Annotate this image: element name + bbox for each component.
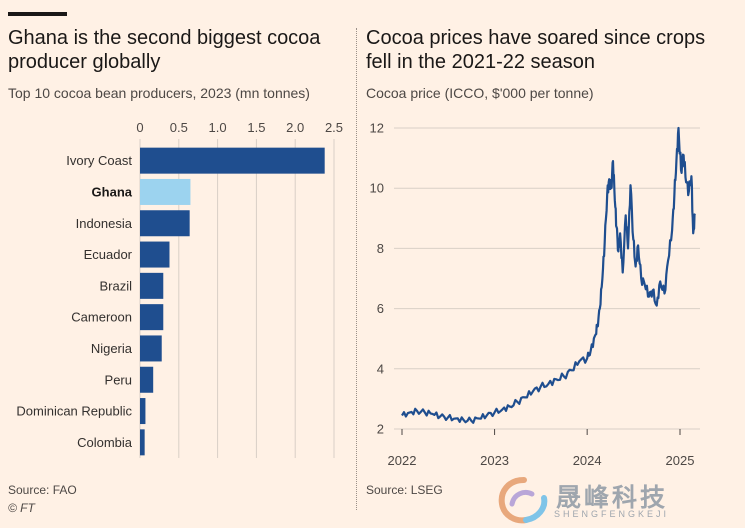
category-label: Indonesia bbox=[76, 216, 133, 231]
bar-ghana bbox=[140, 178, 191, 205]
category-label: Brazil bbox=[99, 278, 132, 293]
bar-colombia bbox=[140, 429, 145, 456]
price-subtitle: Cocoa price (ICCO, $'000 per tonne) bbox=[366, 85, 594, 101]
category-label: Ivory Coast bbox=[66, 153, 132, 168]
category-label: Ghana bbox=[92, 184, 133, 199]
category-label: Cameroon bbox=[71, 310, 132, 325]
x-tick-label: 0 bbox=[136, 120, 143, 135]
x-tick-label: 2022 bbox=[388, 453, 417, 468]
watermark-text: 晟峰科技 bbox=[556, 484, 669, 512]
category-label: Dominican Republic bbox=[16, 404, 132, 419]
price-panel: Cocoa prices have soared since crops fel… bbox=[360, 0, 745, 528]
y-tick-label: 12 bbox=[370, 121, 384, 136]
panel-divider bbox=[356, 28, 357, 510]
x-tick-label: 0.5 bbox=[170, 120, 188, 135]
producers-subtitle: Top 10 cocoa bean producers, 2023 (mn to… bbox=[8, 85, 310, 101]
category-label: Ecuador bbox=[84, 247, 133, 262]
x-tick-label: 2024 bbox=[573, 453, 602, 468]
bar-ecuador bbox=[140, 241, 170, 268]
y-tick-label: 4 bbox=[377, 361, 384, 376]
bar-brazil bbox=[140, 272, 164, 299]
x-tick-label: 2.5 bbox=[325, 120, 343, 135]
price-title: Cocoa prices have soared since crops fel… bbox=[366, 27, 706, 73]
bar-dominican-republic bbox=[140, 398, 146, 425]
bar-cameroon bbox=[140, 304, 164, 331]
bar-ivory-coast bbox=[140, 147, 325, 174]
ft-top-rule bbox=[8, 12, 67, 16]
bar-peru bbox=[140, 366, 154, 393]
category-label: Colombia bbox=[77, 435, 133, 450]
x-tick-label: 1.5 bbox=[247, 120, 265, 135]
y-tick-label: 8 bbox=[377, 241, 384, 256]
x-tick-label: 2.0 bbox=[286, 120, 304, 135]
watermark-subtext: SHENGFENGKEJI bbox=[554, 509, 670, 519]
ft-credit: © FT bbox=[8, 501, 35, 515]
x-tick-label: 2025 bbox=[666, 453, 695, 468]
y-tick-label: 10 bbox=[370, 181, 384, 196]
producers-panel: Ghana is the second biggest cocoa produc… bbox=[0, 0, 352, 528]
price-line-chart: 2 4 6 8 10 12 2022 2023 2024 2025 bbox=[370, 121, 700, 468]
producers-title: Ghana is the second biggest cocoa produc… bbox=[8, 27, 321, 73]
y-tick-label: 2 bbox=[377, 422, 384, 437]
producers-bar-chart: 0 0.5 1.0 1.5 2.0 2.5 Ivory Coast Ghana Indonesi… bbox=[16, 120, 343, 458]
category-label: Nigeria bbox=[91, 341, 133, 356]
watermark-swirl-icon bbox=[498, 477, 548, 524]
y-tick-label: 6 bbox=[377, 301, 384, 316]
bar-nigeria bbox=[140, 335, 162, 362]
x-tick-label: 2023 bbox=[480, 453, 509, 468]
watermark-logo: 晟峰科技 SHENGFENGKEJI bbox=[496, 474, 696, 526]
price-source: Source: LSEG bbox=[366, 483, 443, 497]
category-label: Peru bbox=[105, 372, 132, 387]
bar-indonesia bbox=[140, 210, 190, 237]
x-tick-label: 1.0 bbox=[209, 120, 227, 135]
price-line bbox=[401, 126, 696, 424]
producers-source: Source: FAO bbox=[8, 483, 77, 497]
